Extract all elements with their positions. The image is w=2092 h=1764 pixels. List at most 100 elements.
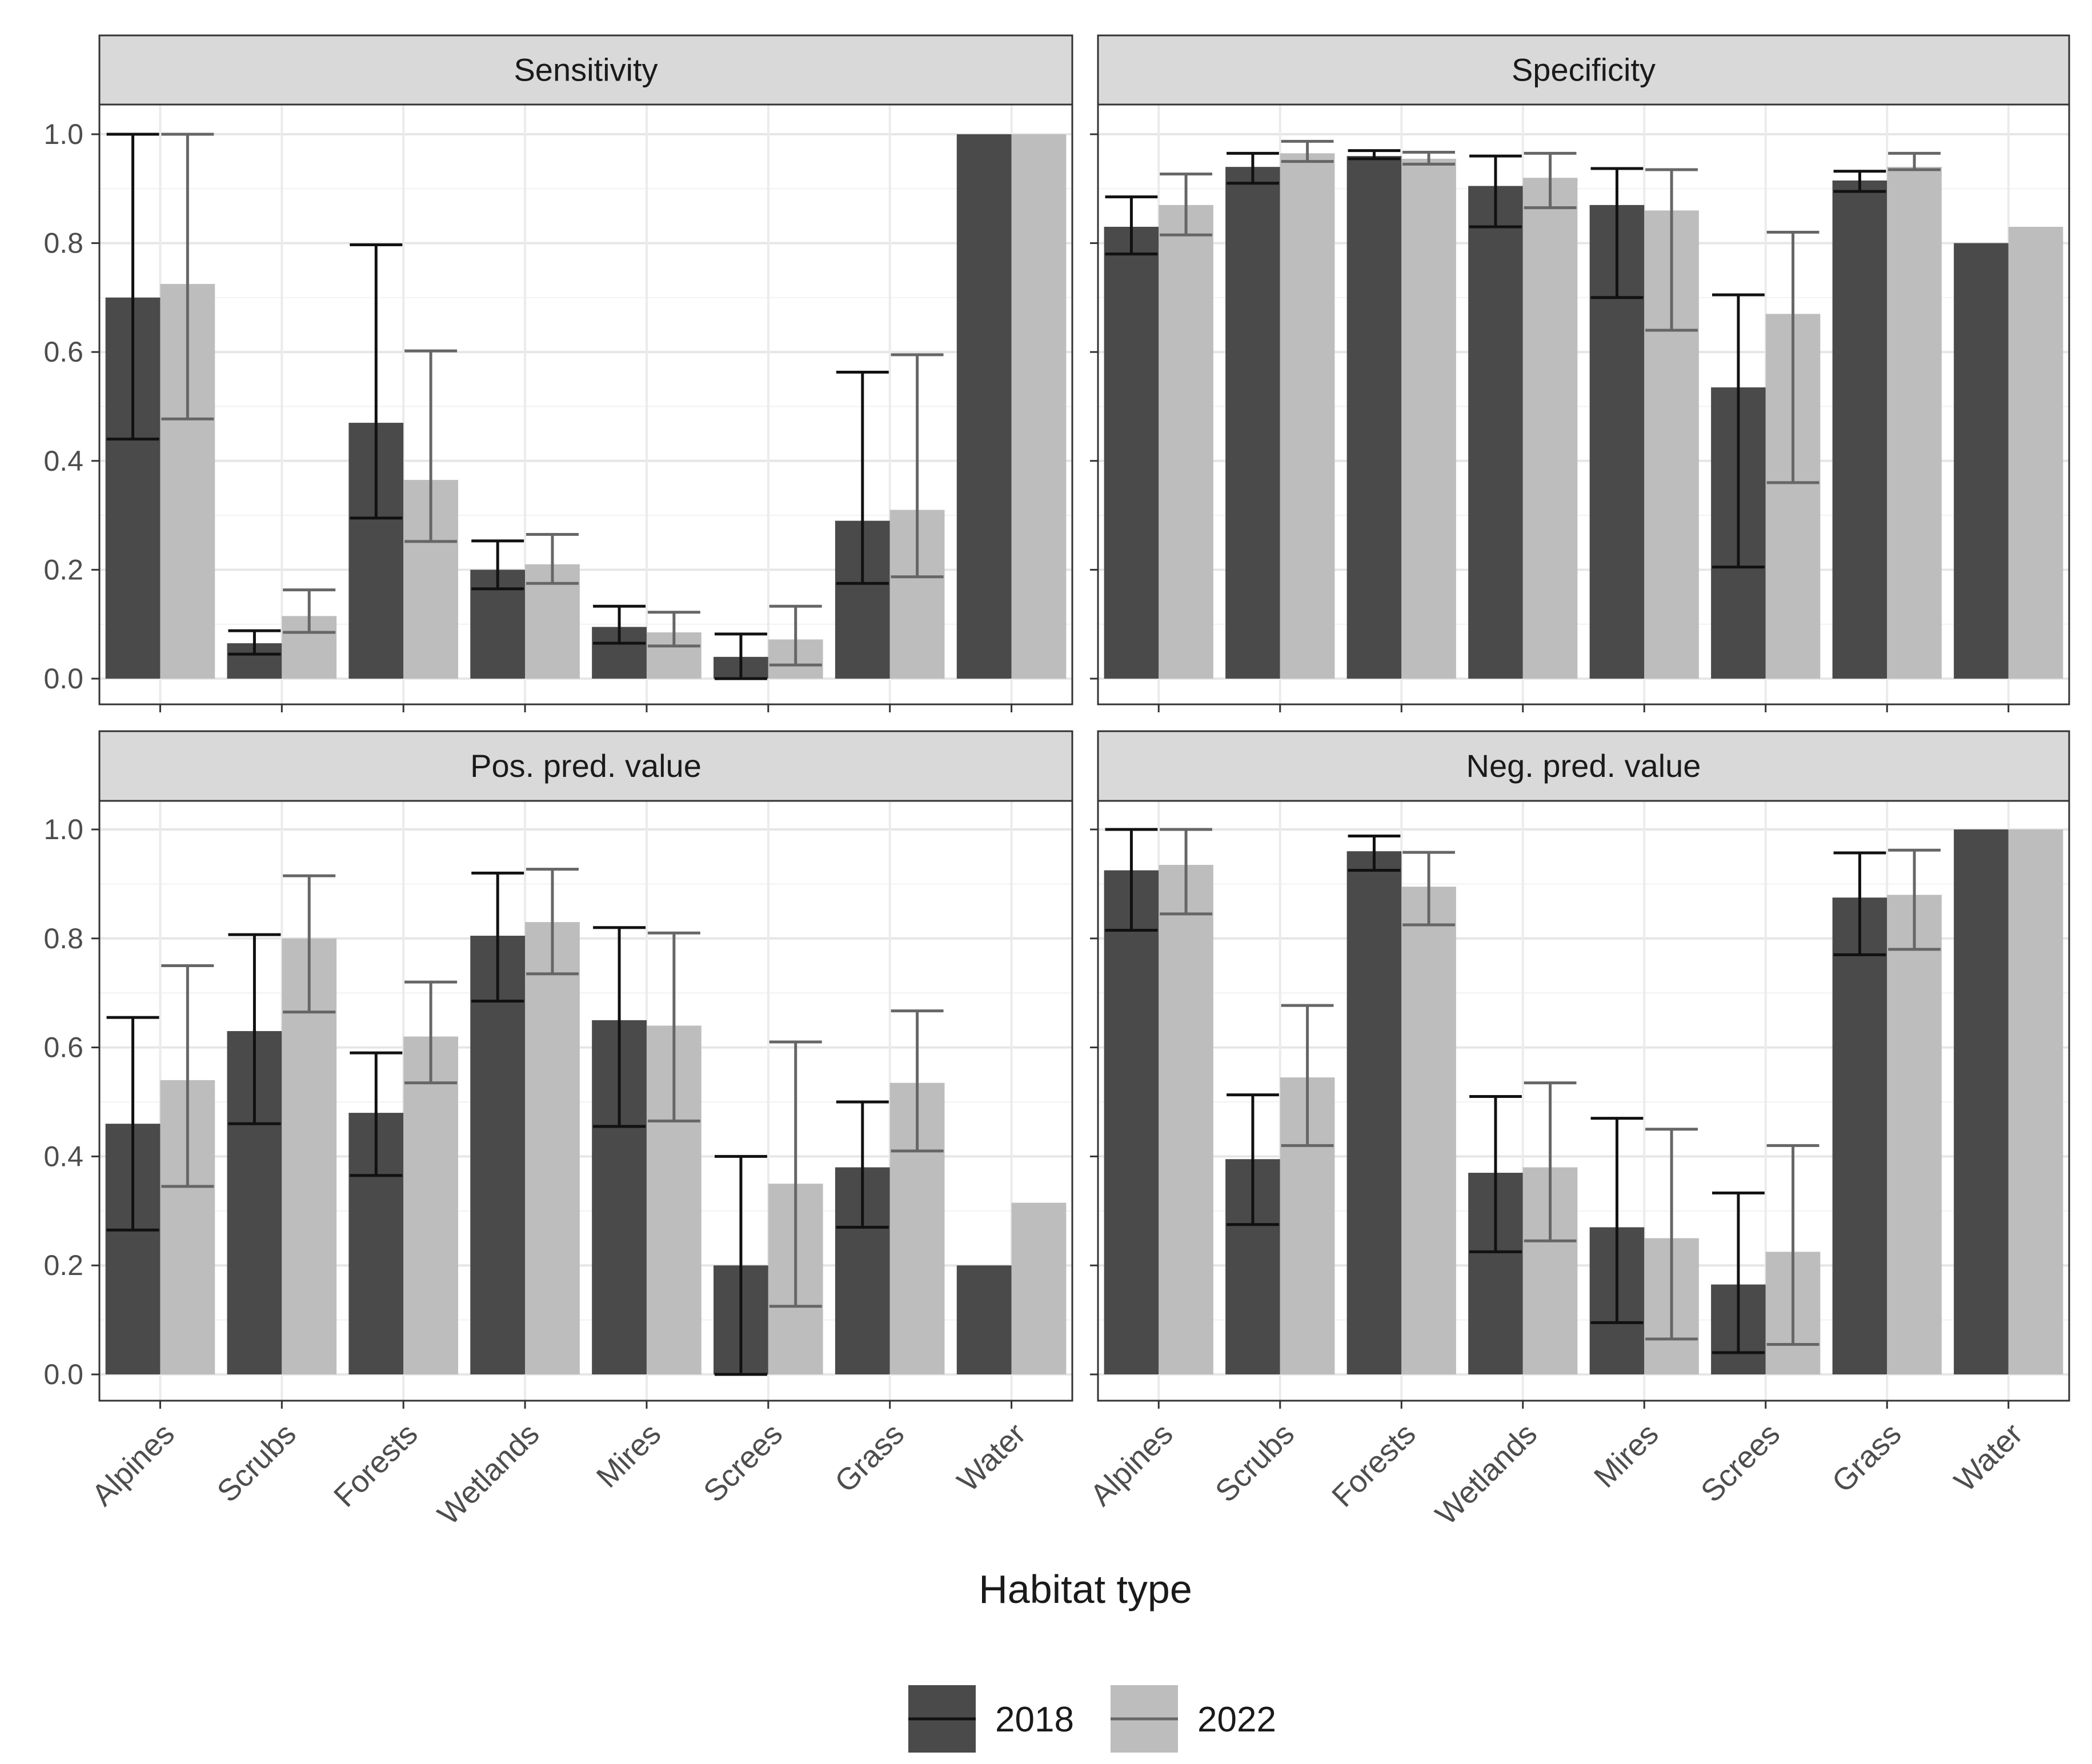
y-tick-label: 0.6	[43, 336, 83, 368]
facet-title: Pos. pred. value	[470, 748, 702, 784]
bar-2022-alpines	[1159, 865, 1213, 1374]
legend-item-2022: 2022	[1111, 1685, 1276, 1753]
errorbar-2018-forests	[1348, 149, 1401, 161]
errorbar-2018-screes	[1712, 1191, 1765, 1354]
panel-3: Pos. pred. value 0.0 0.2 0.4 0.6 0.8 1.0 Alpine…	[43, 730, 1073, 1532]
facet-title: Specificity	[1512, 52, 1656, 88]
y-tick-label: 0.8	[43, 227, 83, 259]
facet-strip	[1097, 730, 2070, 802]
legend-item-2018: 2018	[908, 1685, 1074, 1753]
y-tick-label: 0.0	[43, 663, 83, 695]
errorbar-2022-forests	[1402, 150, 1455, 166]
bar-2018-water	[1954, 829, 2009, 1374]
bar-2018-water	[956, 1265, 1012, 1374]
errorbar-2022-screes	[769, 1040, 822, 1308]
errorbar-2018-wetlands	[471, 539, 524, 591]
errorbar-2022-alpines	[161, 964, 214, 1188]
bar-2018-grass	[1832, 897, 1887, 1374]
errorbar-2018-forests	[1348, 834, 1401, 872]
x-tick-label: Wetlands	[431, 1417, 546, 1532]
errorbar-2022-wetlands	[1524, 1081, 1577, 1242]
bar-2022-water	[1011, 134, 1067, 679]
bar-2018-water	[1954, 243, 2009, 679]
bar-2018-wetlands	[470, 936, 526, 1374]
bar-2018-alpines	[1104, 227, 1159, 679]
panel-border	[1097, 103, 2070, 705]
bar-2022-grass	[1887, 895, 1942, 1374]
errorbar-2022-alpines	[1160, 173, 1212, 236]
y-tick-label: 0.8	[43, 923, 83, 955]
errorbar-2022-scrubs	[1281, 139, 1334, 163]
errorbar-2022-wetlands	[526, 532, 579, 585]
bar-2022-scrubs	[1280, 153, 1335, 679]
errorbar-2022-alpines	[1160, 828, 1212, 916]
errorbar-2022-mires	[1645, 1128, 1698, 1341]
x-tick-label: Screes	[697, 1417, 789, 1509]
y-tick-label: 0.0	[43, 1358, 83, 1390]
errorbar-2018-mires	[593, 604, 646, 645]
bar-2018-forests	[1346, 156, 1402, 679]
y-tick-label: 0.4	[43, 445, 83, 477]
bar-2022-forests	[1401, 158, 1456, 679]
facet-strip	[98, 730, 1073, 802]
x-tick-label: Water	[951, 1417, 1032, 1498]
bar-2018-forests	[1346, 851, 1402, 1374]
bar-2018-water	[956, 134, 1012, 679]
x-tick-label: Screes	[1694, 1417, 1786, 1509]
errorbar-2018-mires	[593, 926, 646, 1128]
x-axis-title: Habitat type	[979, 1567, 1192, 1611]
errorbar-2022-grass	[891, 1009, 944, 1153]
bar-2022-forests	[1401, 887, 1456, 1374]
x-tick-label: Mires	[1588, 1417, 1665, 1494]
x-tick-label: Forests	[327, 1417, 424, 1514]
errorbar-2018-alpines	[1105, 195, 1158, 256]
errorbar-2022-mires	[647, 931, 700, 1122]
x-tick-label: Grass	[1825, 1417, 1907, 1499]
y-tick-label: 0.2	[43, 1249, 83, 1281]
errorbar-2018-wetlands	[1469, 154, 1522, 228]
bar-2022-water	[2008, 829, 2063, 1374]
errorbar-2018-wetlands	[471, 871, 524, 1003]
bar-2022-water	[2008, 227, 2063, 679]
errorbar-2018-alpines	[1105, 828, 1158, 932]
errorbar-2018-scrubs	[228, 933, 281, 1125]
errorbar-2022-scrubs	[283, 588, 336, 634]
errorbar-2018-scrubs	[228, 629, 281, 656]
bar-2022-forests	[403, 1036, 458, 1374]
y-tick-label: 1.0	[43, 813, 83, 845]
bar-2018-wetlands	[1468, 186, 1523, 679]
bar-2018-scrubs	[1225, 167, 1280, 679]
errorbar-2022-mires	[1645, 168, 1698, 332]
bar-2022-water	[1011, 1202, 1067, 1374]
errorbar-2022-forests	[404, 980, 458, 1085]
errorbar-2018-screes	[714, 632, 767, 680]
facet-title: Neg. pred. value	[1466, 748, 1701, 784]
legend: 2018 2022	[908, 1685, 1276, 1753]
panel-2: Specificity	[1090, 34, 2070, 712]
errorbar-2018-alpines	[106, 1016, 159, 1232]
errorbar-2022-alpines	[161, 133, 214, 420]
errorbar-2022-screes	[1766, 231, 1820, 484]
errorbar-2022-grass	[1888, 151, 1941, 171]
bar-2022-wetlands	[525, 922, 580, 1374]
errorbar-2018-forests	[350, 1051, 403, 1177]
errorbar-2022-wetlands	[1524, 151, 1577, 210]
errorbar-2018-scrubs	[1227, 1093, 1279, 1226]
errorbar-2022-forests	[1402, 851, 1455, 927]
bar-2018-alpines	[1104, 870, 1159, 1374]
x-tick-label: Forests	[1325, 1417, 1422, 1514]
panels-layer: Sensitivity 0.0 0.2 0.4 0.6 0.8 1.0 Specificity…	[43, 34, 2070, 1532]
bar-2022-alpines	[1159, 205, 1213, 679]
errorbar-2022-screes	[1766, 1144, 1820, 1346]
x-tick-label: Grass	[828, 1417, 911, 1499]
errorbar-2018-grass	[1833, 851, 1886, 956]
errorbar-2018-grass	[1833, 170, 1886, 193]
errorbar-2022-mires	[647, 611, 700, 648]
x-tick-label: Wetlands	[1429, 1417, 1544, 1532]
facet-strip	[1097, 34, 2070, 106]
errorbar-2018-screes	[714, 1154, 767, 1376]
y-tick-label: 1.0	[43, 118, 83, 150]
y-tick-label: 0.6	[43, 1032, 83, 1064]
errorbar-2018-alpines	[106, 133, 159, 441]
